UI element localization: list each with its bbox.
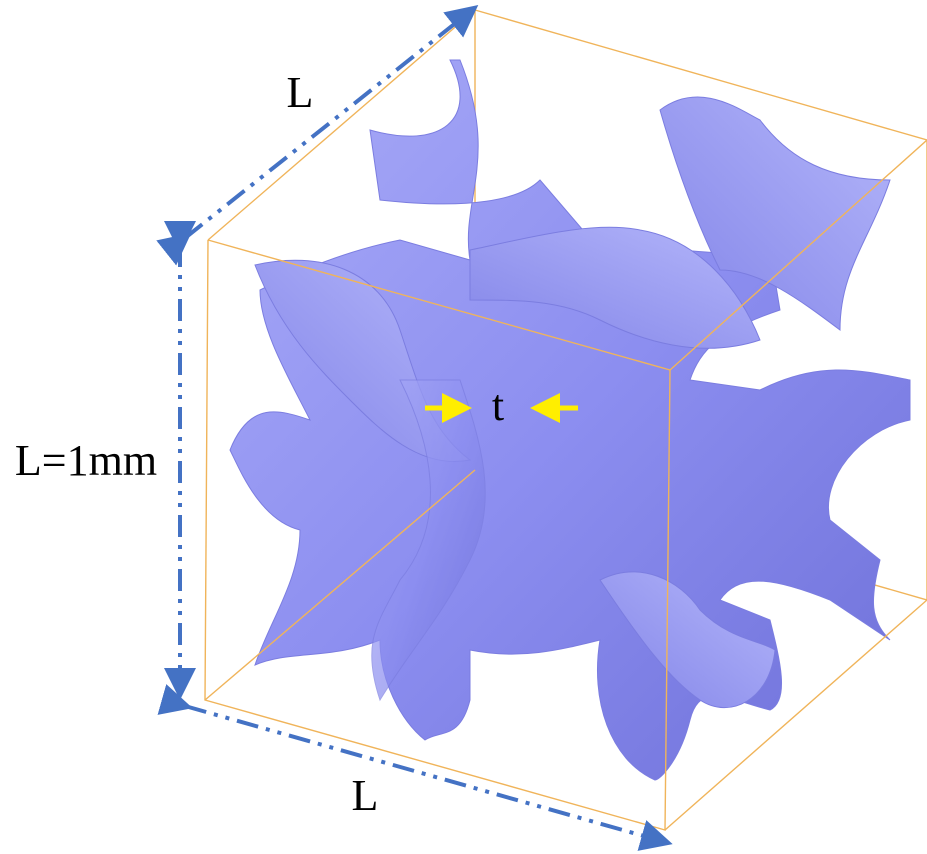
bottom-edge-label: L xyxy=(352,771,379,820)
left-edge-label: L=1mm xyxy=(15,436,157,485)
thickness-label: t xyxy=(492,381,504,430)
diagram: L L=1mm L t xyxy=(0,0,927,854)
gyroid-structure xyxy=(230,60,910,780)
top-edge-label: L xyxy=(287,68,314,117)
